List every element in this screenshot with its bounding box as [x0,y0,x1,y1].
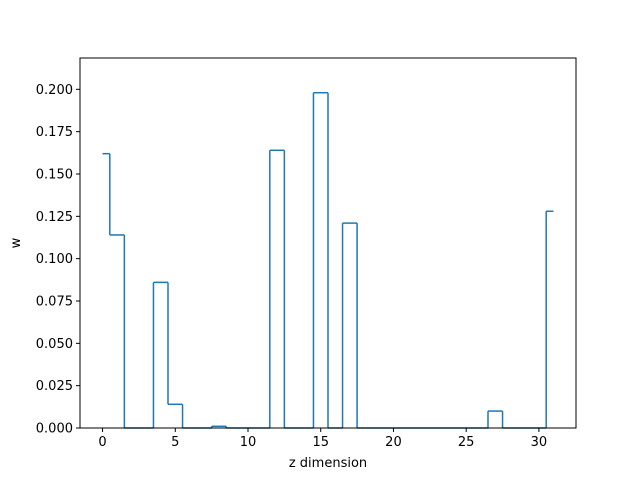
x-tick-label: 5 [171,435,179,450]
x-tick-label: 15 [312,435,329,450]
y-tick-label: 0.100 [36,252,73,267]
y-tick-label: 0.000 [36,422,73,437]
y-tick-label: 0.125 [36,210,73,225]
y-tick-label: 0.150 [36,167,73,182]
x-tick-label: 30 [531,435,548,450]
y-tick-label: 0.200 [36,83,73,98]
x-tick-label: 10 [240,435,257,450]
y-axis-ticks: 0.000 0.025 0.050 0.075 0.100 0.125 0.150 0.175… [36,83,80,437]
y-tick-label: 0.050 [36,337,73,352]
x-axis-ticks: 0 5 10 15 20 25 30 [98,428,547,450]
x-tick-label: 0 [98,435,106,450]
y-tick-label: 0.075 [36,294,73,309]
x-tick-label: 25 [458,435,475,450]
x-axis-label: z dimension [289,456,367,471]
x-tick-label: 20 [385,435,402,450]
y-tick-label: 0.175 [36,125,73,140]
y-axis-label: w [9,237,24,248]
axes-frame [79,57,577,429]
y-tick-label: 0.025 [36,379,73,394]
